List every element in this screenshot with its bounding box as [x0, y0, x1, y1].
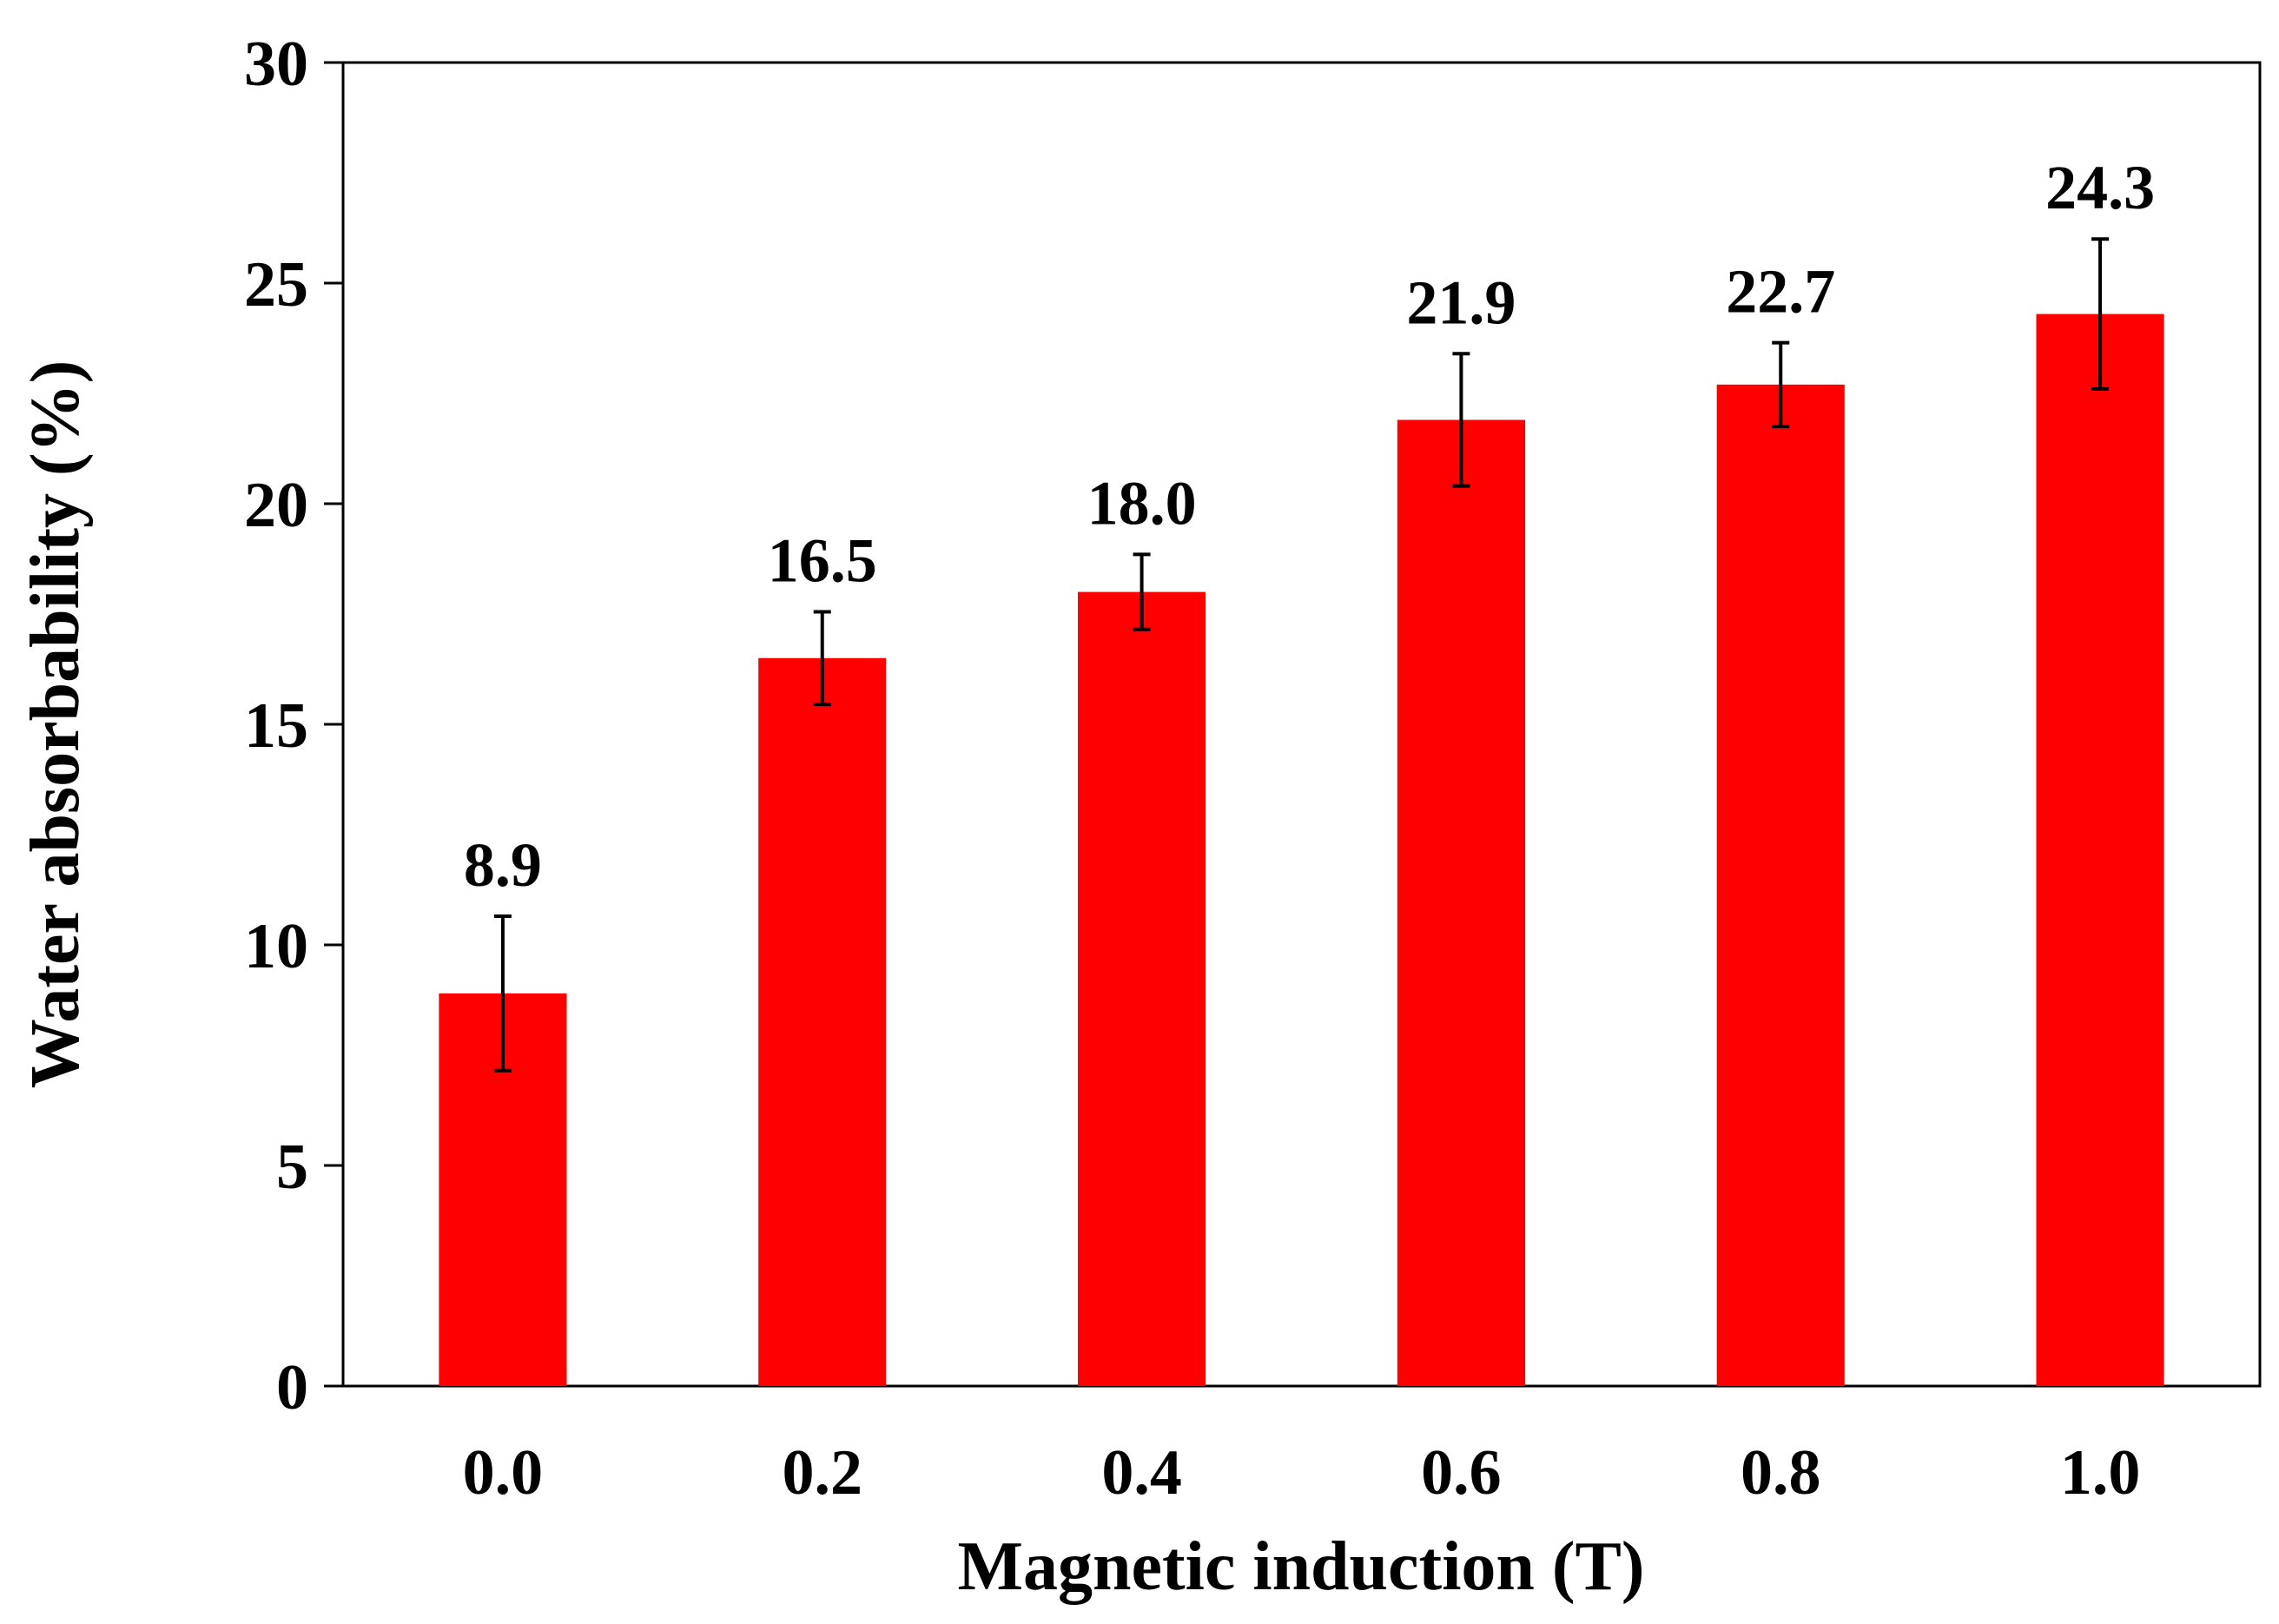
y-tick-label: 20: [244, 470, 308, 541]
error-bars: [493, 237, 2110, 1073]
bar: [2036, 314, 2164, 1386]
x-tick-label: 0.6: [1421, 1437, 1502, 1508]
plot-frame: [341, 61, 2262, 1388]
data-label: 8.9: [464, 830, 542, 900]
y-tick-label: 5: [276, 1132, 308, 1203]
x-tick-label: 0.8: [1741, 1437, 1821, 1508]
bar-series: [439, 314, 2164, 1387]
y-axis: 0 5 10 15 20 25 30: [244, 29, 343, 1423]
x-tick-label: 1.0: [2060, 1437, 2141, 1508]
x-axis-title: Magnetic induction (T): [957, 1528, 1644, 1605]
y-axis-title: Water absorbability (%): [17, 360, 94, 1089]
x-tick-label: 0.2: [783, 1437, 863, 1508]
data-label: 18.0: [1087, 468, 1197, 538]
x-tick-label: 0.0: [463, 1437, 544, 1508]
y-tick-label: 25: [244, 249, 308, 320]
y-tick-label: 0: [276, 1352, 308, 1423]
y-tick-label: 10: [244, 911, 308, 982]
bar: [1078, 591, 1206, 1386]
data-label: 24.3: [2045, 153, 2155, 222]
bar: [758, 657, 887, 1386]
data-labels: 8.9 16.5 18.0 21.9 22.7 24.3: [464, 153, 2155, 900]
x-axis: 0.0 0.2 0.4 0.6 0.8 1.0: [463, 1437, 2141, 1508]
data-label: 21.9: [1406, 267, 1516, 337]
data-label: 16.5: [768, 525, 877, 595]
y-tick-label: 15: [244, 690, 308, 762]
bar: [1397, 419, 1525, 1387]
x-tick-label: 0.4: [1101, 1437, 1182, 1508]
y-tick-label: 30: [244, 29, 308, 100]
bar: [1716, 384, 1845, 1387]
data-label: 22.7: [1726, 257, 1835, 327]
